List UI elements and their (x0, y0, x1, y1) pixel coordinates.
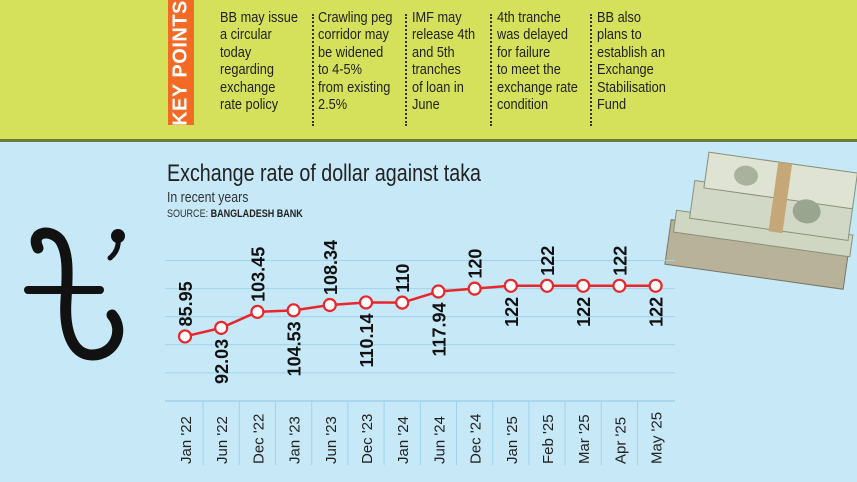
x-tick-label: Jun '23 (323, 416, 340, 464)
data-point (322, 297, 337, 313)
data-point (539, 278, 555, 293)
x-tick-label: May '25 (649, 412, 666, 464)
x-tick-label: Dec '24 (468, 414, 485, 464)
x-tick-label: Dec '23 (359, 414, 376, 464)
data-label: 85.95 (176, 281, 196, 326)
divider (405, 14, 407, 126)
data-label: 122 (538, 246, 558, 276)
chart-source: SOURCE: BANGLADESH BANK (167, 208, 303, 220)
divider (490, 14, 492, 126)
data-label: 117.94 (429, 302, 449, 356)
data-label: 92.03 (212, 339, 232, 384)
x-tick-label: Apr '25 (612, 417, 629, 464)
data-point (177, 329, 193, 344)
data-label: 122 (574, 297, 594, 327)
data-label: 120 (466, 249, 486, 279)
x-tick-label: Jan '23 (287, 416, 304, 464)
data-label: 110.14 (357, 313, 377, 367)
data-point (576, 278, 591, 293)
data-point (286, 303, 301, 318)
data-point (467, 281, 482, 296)
data-point (503, 278, 518, 293)
key-point-4: 4th tranche was delayed for failure to m… (497, 10, 578, 114)
x-tick-label: Jan '22 (178, 416, 195, 464)
x-tick-label: Dec '22 (250, 414, 267, 464)
divider (312, 14, 314, 126)
data-point (358, 295, 374, 310)
x-tick-label: Jan '24 (395, 416, 412, 464)
source-label: SOURCE: (167, 208, 209, 220)
data-label: 108.34 (321, 240, 341, 295)
chart-subtitle: In recent years (167, 189, 249, 206)
data-label: 122 (647, 297, 667, 327)
x-tick-label: Mar '25 (576, 414, 593, 464)
data-point (612, 278, 627, 293)
grid (165, 260, 675, 402)
data-point (250, 304, 265, 319)
data-label: 110 (393, 264, 413, 293)
money-stack-image (664, 151, 857, 290)
key-point-1: BB may issue a circular today regarding … (220, 10, 299, 114)
series-line: 85.95 92.03 103.45 104.53 108.34 110.14 110 117… (176, 240, 667, 384)
key-points-band: KEY POINTS BB may issue a circular today… (0, 0, 857, 142)
data-point (648, 278, 663, 293)
x-tick-label: Jun '24 (431, 416, 448, 464)
data-label: 104.53 (285, 321, 305, 376)
x-tick-label: Jun '22 (214, 416, 231, 464)
key-point-5: BB also plans to establish an Exchange S… (597, 10, 666, 114)
data-point (431, 284, 446, 299)
key-point-3: IMF may release 4th and 5th tranches of … (412, 10, 476, 114)
data-label: 103.45 (248, 247, 268, 302)
x-tick-label: Jan '25 (504, 416, 521, 464)
x-axis: Jan '22 Jun '22 Dec '22 Jan '23 Jun '23 Dec '… (178, 401, 666, 465)
data-label: 122 (610, 246, 630, 276)
x-tick-label: Feb '25 (540, 414, 557, 464)
data-point (214, 320, 229, 335)
chart-title: Exchange rate of dollar against taka (167, 160, 481, 187)
divider (590, 14, 592, 126)
data-point (395, 295, 410, 310)
taka-symbol-icon (24, 227, 125, 361)
key-points-tag: KEY POINTS (168, 0, 194, 125)
source-name: BANGLADESH BANK (210, 208, 303, 220)
data-label: 122 (502, 297, 522, 327)
key-point-2: Crawling peg corridor may be widened to … (318, 10, 393, 114)
